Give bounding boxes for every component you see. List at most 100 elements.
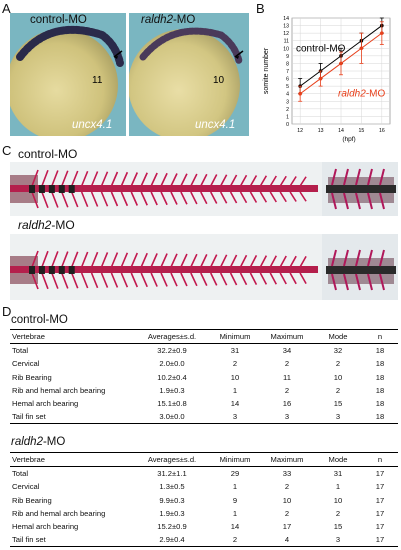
neural-arch: [150, 253, 158, 268]
neural-arch: [269, 175, 277, 187]
tail-arch: [355, 249, 361, 267]
table-cell: 29: [230, 469, 240, 479]
column-header: Minimum: [219, 332, 251, 342]
table-row: Tail fin set 2.9±0.4 2 4 3 17: [10, 533, 398, 547]
table-cell: 2.0±0.0: [159, 359, 185, 369]
hemal-arch: [259, 191, 268, 203]
notochord: [10, 185, 318, 192]
panel-label-c: C: [2, 143, 12, 158]
table-title-raldh2: raldh2-MO: [11, 436, 65, 448]
column-header: Maximum: [270, 455, 304, 465]
hemal-arch: [160, 191, 168, 206]
table-cell: Total: [12, 346, 29, 356]
neural-arch: [140, 172, 148, 187]
hemal-arch: [249, 272, 258, 285]
table-cell: 1.9±0.3: [159, 385, 185, 395]
vertebra-dark: [58, 266, 65, 274]
neural-arch: [31, 250, 39, 268]
table-cell: 3: [232, 412, 238, 422]
hemal-arch: [90, 191, 99, 207]
hemal-arch: [289, 191, 297, 202]
hemal-arch: [219, 191, 228, 204]
hemal-arch: [150, 272, 158, 287]
tail-arch: [367, 192, 373, 210]
hemal-arch: [31, 191, 39, 209]
hemal-arch: [100, 272, 109, 288]
table-cell: 2: [335, 359, 341, 369]
table-cell: 2: [335, 508, 341, 518]
y-tick-label: 8: [286, 61, 289, 67]
vertebra-dark: [58, 185, 65, 193]
table-row: Tail fin set 3.0±0.0 3 3 3 18: [10, 410, 398, 424]
column-header: Averages±s.d.: [147, 455, 197, 465]
tail-arch: [343, 273, 349, 291]
hemal-arch: [70, 191, 79, 208]
table-row: Total 32.2±0.9 31 34 32 18: [10, 344, 398, 358]
table-cell: 34: [282, 346, 292, 356]
hemal-arch: [239, 272, 248, 286]
hemal-arch: [229, 272, 238, 286]
table-cell: 14: [230, 522, 240, 532]
hemal-arch: [130, 272, 139, 288]
skeleton-label-raldh2-suffix: -MO: [51, 218, 75, 232]
table-cell: 2.9±0.4: [159, 535, 185, 545]
table-row: Rib Bearing 10.2±0.4 10 11 10 18: [10, 371, 398, 384]
table-cell: 18: [375, 372, 385, 382]
hemal-arch: [90, 272, 99, 289]
neural-arch: [200, 173, 208, 187]
hemal-arch: [140, 272, 148, 288]
hemal-arch: [180, 191, 188, 205]
neural-arch: [61, 251, 69, 268]
hemal-arch: [200, 191, 208, 205]
table-row: Rib and hemal arch bearing 1.9±0.3 1 2 2 18: [10, 384, 398, 397]
neural-arch: [80, 170, 89, 187]
data-point: [380, 31, 384, 35]
table-cell: 2: [284, 359, 290, 369]
column-header: n: [377, 332, 383, 342]
embryo-image-control: control-MO 11 uncx4.1: [10, 13, 126, 136]
table-cell: 1.3±0.5: [159, 482, 185, 492]
table-cell: 14: [230, 399, 240, 409]
y-tick-label: 14: [283, 16, 289, 22]
vertebra-dark: [68, 266, 75, 274]
table-cell: 10.2±0.4: [157, 372, 187, 382]
hemal-arch: [229, 191, 238, 204]
somite-count-raldh2: 10: [213, 75, 225, 86]
table-row: Hemal arch bearing 15.1±0.8 14 16 15 18: [10, 397, 398, 410]
hemal-arch: [259, 272, 268, 285]
embryo-title-control: control-MO: [30, 14, 87, 26]
table-cell: Tail fin set: [12, 412, 46, 422]
table-cell: Hemal arch bearing: [12, 399, 79, 409]
neural-arch: [160, 172, 168, 187]
tail-arch: [379, 249, 385, 267]
embryo-image-raldh2: raldh2-MO 10 uncx4.1: [129, 13, 249, 136]
hemal-arch: [61, 191, 69, 208]
tail-arch: [355, 192, 361, 210]
hemal-arch: [239, 191, 248, 204]
hemal-arch: [219, 272, 228, 286]
table-cell: 2: [284, 385, 290, 395]
hemal-arch: [61, 272, 69, 289]
table-cell: 16: [282, 399, 292, 409]
neural-arch: [110, 252, 119, 268]
x-axis-label: (hpf): [342, 136, 355, 143]
embryo-title-raldh2: raldh2-MO: [141, 14, 195, 26]
hemal-arch: [41, 272, 49, 290]
tail-arch: [331, 249, 337, 267]
neural-arch: [249, 255, 258, 268]
panel-label-d: D: [2, 304, 12, 319]
column-header: n: [377, 455, 383, 465]
column-header: Vertebrae: [12, 332, 45, 342]
table-cell: 17: [375, 495, 385, 505]
hemal-arch: [209, 272, 218, 286]
table-cell: 18: [375, 346, 385, 356]
table-cell: 2: [335, 385, 341, 395]
table-cell: 18: [375, 399, 385, 409]
neural-arch: [299, 176, 307, 187]
y-tick-label: 7: [286, 69, 289, 75]
table-row: Rib Bearing 9.9±0.3 9 10 10 17: [10, 494, 398, 507]
neural-arch: [239, 174, 248, 187]
tail-arch: [331, 192, 337, 210]
column-header: Maximum: [270, 332, 304, 342]
